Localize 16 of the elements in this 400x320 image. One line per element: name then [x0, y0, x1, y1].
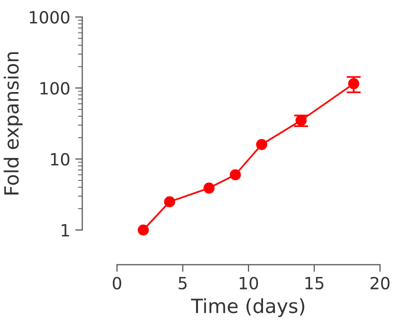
- x-tick-label: 15: [305, 277, 324, 290]
- y-tick-label: 1000: [30, 10, 70, 24]
- y-tick-label: 10: [51, 152, 70, 166]
- y-tick-label: 100: [40, 82, 70, 95]
- x-axis-title: Time (days): [191, 298, 304, 318]
- y-axis-title: Fold expansion: [4, 52, 22, 194]
- x-tick-label: 0: [112, 276, 122, 290]
- point: [203, 182, 215, 194]
- point: [138, 224, 149, 236]
- point: [164, 196, 176, 208]
- y-tick-label: 1: [62, 224, 69, 236]
- x-tick-label: 20: [370, 276, 390, 290]
- point: [230, 169, 241, 180]
- x-tick-label: 5: [178, 277, 187, 290]
- x-tick-label: 10: [240, 276, 258, 290]
- point: [256, 138, 268, 150]
